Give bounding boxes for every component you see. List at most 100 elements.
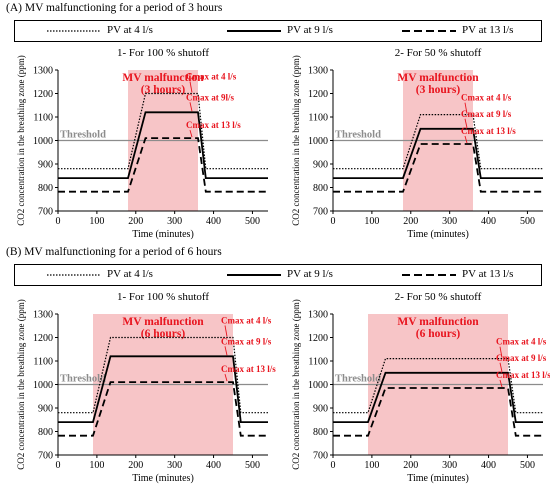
chart-b2: 2- For 50 % shutoff Threshold MV malfuncti… <box>291 291 550 484</box>
threshold-label: Threshold <box>60 374 106 385</box>
x-tick-label: 200 <box>128 460 143 471</box>
y-tick-label: 700 <box>313 451 328 462</box>
y-tick-label: 1100 <box>33 113 53 124</box>
y-tick-label: 900 <box>313 160 328 171</box>
legend-b: PV at 4 l/s PV at 9 l/s PV at 13 l/s <box>14 264 542 286</box>
x-tick-label: 500 <box>245 460 260 471</box>
x-tick-label: 500 <box>520 460 535 471</box>
x-axis-label: Time (minutes) <box>132 473 194 484</box>
threshold-label: Threshold <box>335 374 381 385</box>
x-tick-label: 300 <box>167 460 182 471</box>
cmax-arrow <box>499 379 503 388</box>
malfunction-label: (3 hours) <box>141 84 186 96</box>
legend-label: PV at 4 l/s <box>107 24 153 36</box>
solid-line-icon <box>227 30 281 32</box>
y-tick-label: 1000 <box>33 380 53 391</box>
y-axis-label: CO2 concentration in the breathing zone … <box>291 55 301 225</box>
y-tick-label: 800 <box>313 427 328 438</box>
legend-label: PV at 4 l/s <box>107 268 153 280</box>
cmax-label: Cmax at 13 l/s <box>221 364 276 374</box>
cmax-arrow <box>189 81 193 93</box>
cmax-arrow <box>224 374 228 382</box>
y-tick-label: 1000 <box>33 136 53 147</box>
y-tick-label: 1200 <box>308 333 328 344</box>
series-line <box>333 358 543 414</box>
x-tick-label: 400 <box>206 460 221 471</box>
y-axis-label: CO2 concentration in the breathing zone … <box>291 299 301 469</box>
x-tick-label: 200 <box>403 460 418 471</box>
cmax-label: Cmax at 9 l/s <box>461 109 512 119</box>
y-tick-label: 1200 <box>33 89 53 100</box>
malfunction-label: MV malfunction <box>397 316 479 328</box>
y-tick-label: 1100 <box>308 357 328 368</box>
x-tick-label: 100 <box>364 216 379 227</box>
x-tick-label: 500 <box>245 216 260 227</box>
chart-a1: 1- For 100 % shutoff Threshold MV malfunct… <box>16 47 268 240</box>
y-tick-label: 800 <box>38 427 53 438</box>
cmax-label: Cmax at 13 l/s <box>186 120 241 130</box>
y-tick-label: 1200 <box>308 89 328 100</box>
cmax-arrow <box>464 135 468 144</box>
x-tick-label: 400 <box>481 460 496 471</box>
x-tick-label: 500 <box>520 216 535 227</box>
x-tick-label: 0 <box>331 460 336 471</box>
malfunction-label: MV malfunction <box>122 72 204 84</box>
series-line <box>58 137 268 193</box>
series-line <box>58 355 268 423</box>
y-tick-label: 900 <box>313 404 328 415</box>
section-a-title: (A) MV malfunctioning for a period of 3 … <box>6 2 223 14</box>
threshold-label: Threshold <box>60 130 106 141</box>
legend-label: PV at 13 l/s <box>462 24 514 36</box>
x-tick-label: 0 <box>331 216 336 227</box>
x-tick-label: 300 <box>442 460 457 471</box>
chart-title: 1- For 100 % shutoff <box>117 47 209 59</box>
cmax-label: Cmax at 13 l/s <box>496 370 550 380</box>
x-axis-label: Time (minutes) <box>407 229 469 240</box>
x-axis-label: Time (minutes) <box>407 473 469 484</box>
y-tick-label: 1300 <box>33 310 53 321</box>
series-line <box>333 114 543 170</box>
y-tick-label: 1100 <box>33 357 53 368</box>
x-tick-label: 400 <box>206 216 221 227</box>
y-tick-label: 700 <box>38 207 53 218</box>
series-line <box>58 111 268 179</box>
y-axis-label: CO2 concentration in the breathing zone … <box>16 299 26 469</box>
section-b-title: (B) MV malfunctioning for a period of 6 … <box>6 246 222 258</box>
cmax-label: Cmax at 4 l/s <box>221 316 272 326</box>
x-tick-label: 200 <box>128 216 143 227</box>
cmax-label: Cmax at 9l/s <box>186 92 234 102</box>
cmax-arrow <box>499 346 503 358</box>
x-tick-label: 100 <box>364 460 379 471</box>
cmax-label: Cmax at 13 l/s <box>461 126 516 136</box>
legend-label: PV at 9 l/s <box>287 24 333 36</box>
legend-a: PV at 4 l/s PV at 9 l/s PV at 13 l/s <box>14 20 542 42</box>
cmax-label: Cmax at 4 l/s <box>496 337 547 347</box>
dashed-line-icon <box>402 274 456 276</box>
series-line <box>333 371 543 423</box>
x-tick-label: 0 <box>56 460 61 471</box>
malfunction-label: (3 hours) <box>416 84 461 96</box>
y-tick-label: 1000 <box>308 380 328 391</box>
y-tick-label: 700 <box>313 207 328 218</box>
dotted-line-icon <box>47 274 101 276</box>
x-axis-label: Time (minutes) <box>132 229 194 240</box>
malfunction-label: (6 hours) <box>416 328 461 340</box>
y-tick-label: 1100 <box>308 113 328 124</box>
x-tick-label: 300 <box>442 216 457 227</box>
cmax-arrow <box>464 102 468 114</box>
y-tick-label: 1200 <box>33 333 53 344</box>
cmax-label: Cmax at 9 l/s <box>221 336 272 346</box>
series-line <box>58 92 268 170</box>
chart-b1: 1- For 100 % shutoff Threshold MV malfunct… <box>16 291 276 484</box>
chart-title: 1- For 100 % shutoff <box>117 291 209 303</box>
x-tick-label: 100 <box>89 460 104 471</box>
cmax-label: Cmax at 4 l/s <box>186 72 237 82</box>
chart-a2: 2- For 50 % shutoff Threshold MV malfuncti… <box>291 47 543 240</box>
y-tick-label: 800 <box>38 183 53 194</box>
y-tick-label: 900 <box>38 404 53 415</box>
malfunction-label: (6 hours) <box>141 328 186 340</box>
cmax-arrow <box>499 362 503 372</box>
y-tick-label: 1300 <box>33 66 53 77</box>
x-tick-label: 100 <box>89 216 104 227</box>
y-tick-label: 1300 <box>308 310 328 321</box>
